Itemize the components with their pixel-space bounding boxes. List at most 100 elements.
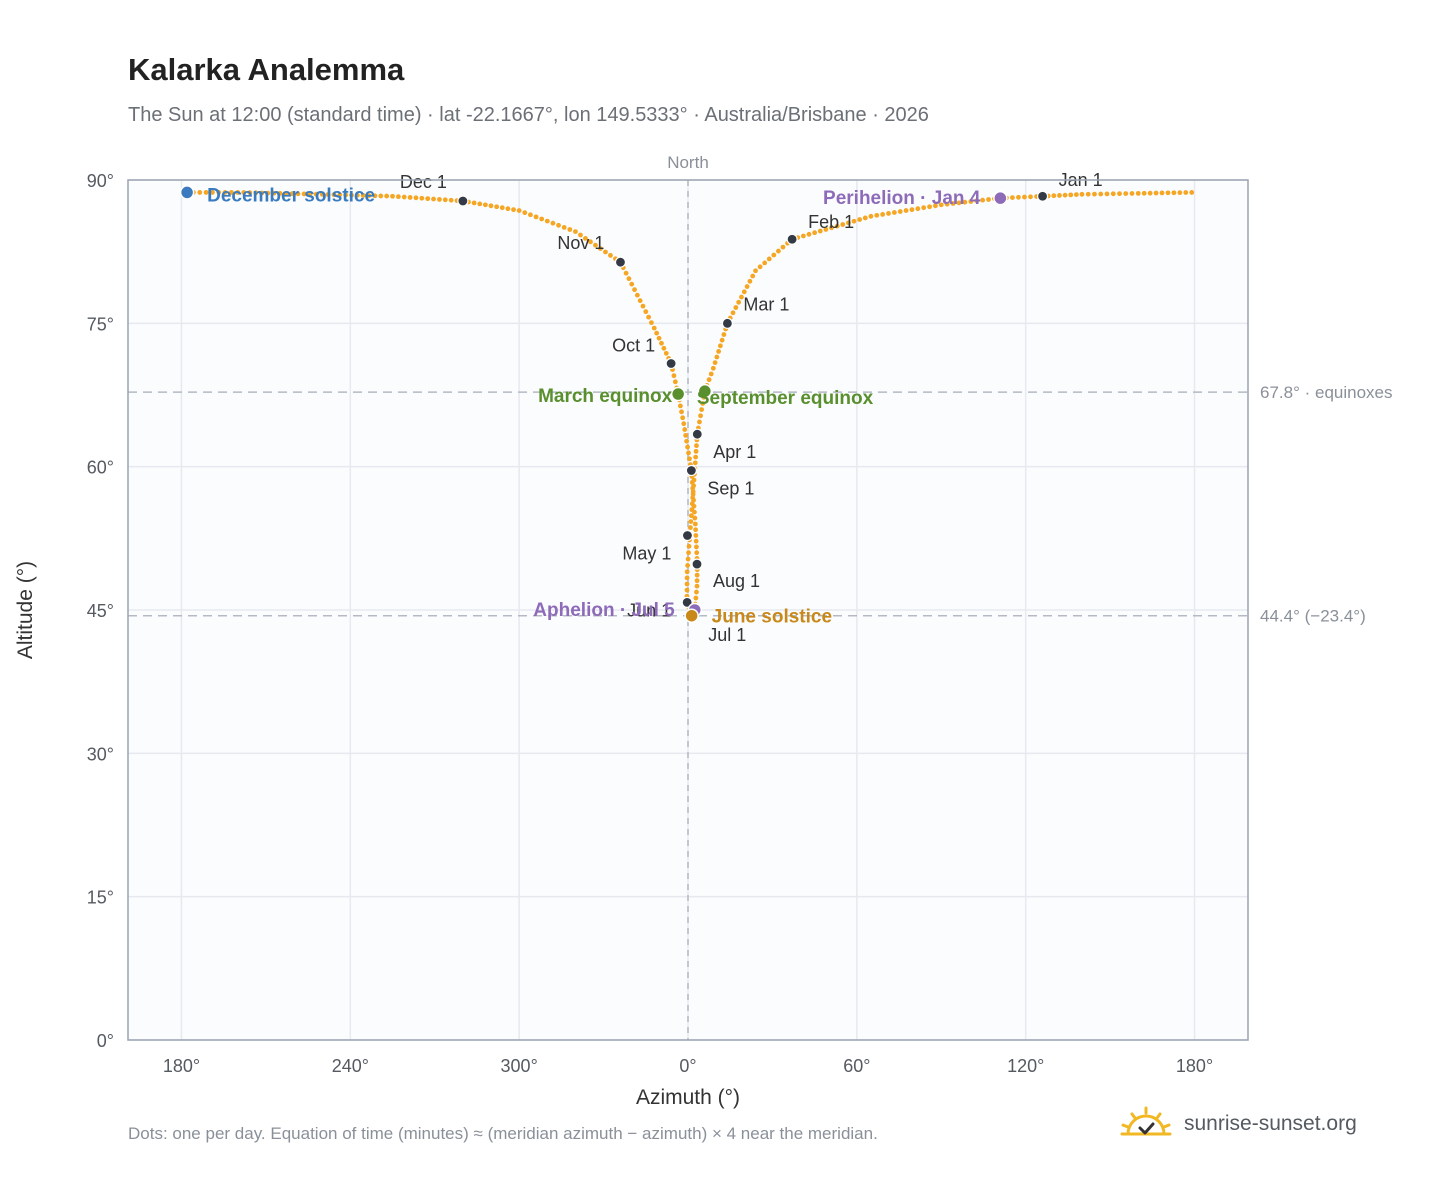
daily-sun-dot xyxy=(857,217,863,222)
daily-sun-dot xyxy=(505,206,511,212)
daily-sun-dot xyxy=(968,199,974,204)
daily-sun-dot xyxy=(643,309,649,315)
daily-sun-dot xyxy=(1110,191,1116,197)
daily-sun-dot xyxy=(694,443,699,449)
x-axis-label: Azimuth (°) xyxy=(636,1086,740,1109)
daily-sun-dot xyxy=(646,314,652,320)
daily-sun-dot xyxy=(651,325,657,331)
daily-sun-dot xyxy=(608,252,613,258)
daily-sun-dot xyxy=(378,193,384,199)
daily-sun-dot xyxy=(823,227,829,232)
daily-sun-dot xyxy=(938,202,944,208)
month-marker-label: Jun 1 xyxy=(627,600,671,620)
month-marker-label: Apr 1 xyxy=(713,442,756,462)
daily-sun-dot xyxy=(307,191,313,197)
daily-sun-dot xyxy=(477,201,483,207)
event-marker-dot xyxy=(684,608,699,623)
daily-sun-dot xyxy=(637,298,643,304)
daily-sun-dot xyxy=(762,260,768,266)
daily-sun-dot xyxy=(1062,192,1068,198)
month-marker-label: Feb 1 xyxy=(808,212,854,232)
daily-sun-dot xyxy=(1068,192,1074,198)
daily-sun-dot xyxy=(980,197,986,203)
daily-sun-dot xyxy=(730,310,736,316)
daily-sun-dot xyxy=(301,191,307,197)
daily-sun-dot xyxy=(680,415,686,421)
daily-sun-dot xyxy=(488,203,494,209)
month-marker-label: Oct 1 xyxy=(612,335,655,355)
event-marker-dot xyxy=(179,185,195,200)
event-marker-label: Aphelion · Jul 5 xyxy=(533,600,675,621)
daily-sun-dot xyxy=(733,305,739,310)
daily-sun-dot xyxy=(640,303,646,309)
daily-sun-dot xyxy=(659,340,664,346)
daily-sun-dot xyxy=(684,575,690,581)
daily-sun-dot xyxy=(710,365,716,371)
daily-sun-dot xyxy=(1177,190,1183,196)
daily-sun-dot xyxy=(1117,191,1122,197)
daily-sun-dot xyxy=(1051,193,1057,199)
daily-sun-dot xyxy=(693,454,699,460)
x-tick-label: 60° xyxy=(843,1056,870,1076)
daily-sun-dot xyxy=(654,330,660,336)
daily-sun-dot xyxy=(874,212,880,218)
daily-sun-dot xyxy=(583,235,588,241)
daily-sun-dot xyxy=(241,190,247,195)
daily-sun-dot xyxy=(986,197,991,202)
brand-logo[interactable]: sunrise-sunset.org xyxy=(1120,1102,1357,1146)
month-marker-dot xyxy=(665,357,677,370)
daily-sun-dot xyxy=(516,208,522,213)
daily-sun-dot xyxy=(840,222,846,227)
daily-sun-dot xyxy=(1073,192,1079,198)
daily-sun-dot xyxy=(603,249,608,255)
daily-sun-dot xyxy=(499,205,505,211)
daily-sun-dot xyxy=(271,190,277,196)
daily-sun-dot xyxy=(776,248,781,254)
daily-sun-dot xyxy=(431,196,436,202)
month-marker-label: Dec 1 xyxy=(400,172,447,192)
daily-sun-dot xyxy=(962,199,968,205)
daily-sun-dot xyxy=(694,583,700,589)
daily-sun-dot xyxy=(684,587,690,593)
daily-sun-dot xyxy=(1135,190,1141,196)
month-marker-label: Mar 1 xyxy=(743,294,789,314)
daily-sun-dot xyxy=(700,401,706,406)
event-marker-dot xyxy=(697,383,713,399)
event-marker-label: June solstice xyxy=(712,607,832,628)
daily-sun-dot xyxy=(684,581,690,587)
chart-subtitle: The Sun at 12:00 (standard time) · lat -… xyxy=(128,104,929,126)
month-marker-dot xyxy=(685,464,697,477)
daily-sun-dot xyxy=(921,205,927,211)
daily-sun-dot xyxy=(325,192,331,197)
daily-sun-dot xyxy=(817,228,823,234)
daily-sun-dot xyxy=(862,215,868,221)
daily-sun-dot xyxy=(197,190,203,195)
daily-sun-dot xyxy=(753,268,758,274)
month-marker-dot xyxy=(691,558,703,570)
daily-sun-dot xyxy=(656,335,662,341)
daily-sun-dot xyxy=(598,246,603,251)
daily-sun-dot xyxy=(390,193,395,199)
daily-sun-dot xyxy=(688,525,693,530)
daily-sun-dot xyxy=(1057,193,1062,198)
daily-sun-dot xyxy=(401,194,407,200)
month-marker-label: Nov 1 xyxy=(557,233,604,253)
daily-sun-dot xyxy=(693,448,699,454)
daily-sun-dot xyxy=(693,527,698,533)
month-marker-dot xyxy=(786,233,798,245)
daily-sun-dot xyxy=(253,190,259,196)
daily-sun-dot xyxy=(780,244,786,250)
daily-sun-dot xyxy=(747,278,753,284)
event-marker-label: September equinox xyxy=(697,388,874,409)
daily-sun-dot xyxy=(699,407,705,413)
y-tick-label: 75° xyxy=(87,314,114,334)
daily-sun-dot xyxy=(950,201,956,206)
axis-ticks: 180° 240° 300° 0° 60° 120° 180° 0° 15° 30° 45° 60° 7… xyxy=(87,171,1213,1076)
daily-sun-dot xyxy=(698,413,703,419)
daily-sun-dot xyxy=(235,190,241,195)
month-marker-label: Sep 1 xyxy=(707,478,754,498)
daily-sun-dot xyxy=(706,377,712,383)
daily-sun-dot xyxy=(277,190,283,196)
daily-sun-dot xyxy=(578,232,583,238)
